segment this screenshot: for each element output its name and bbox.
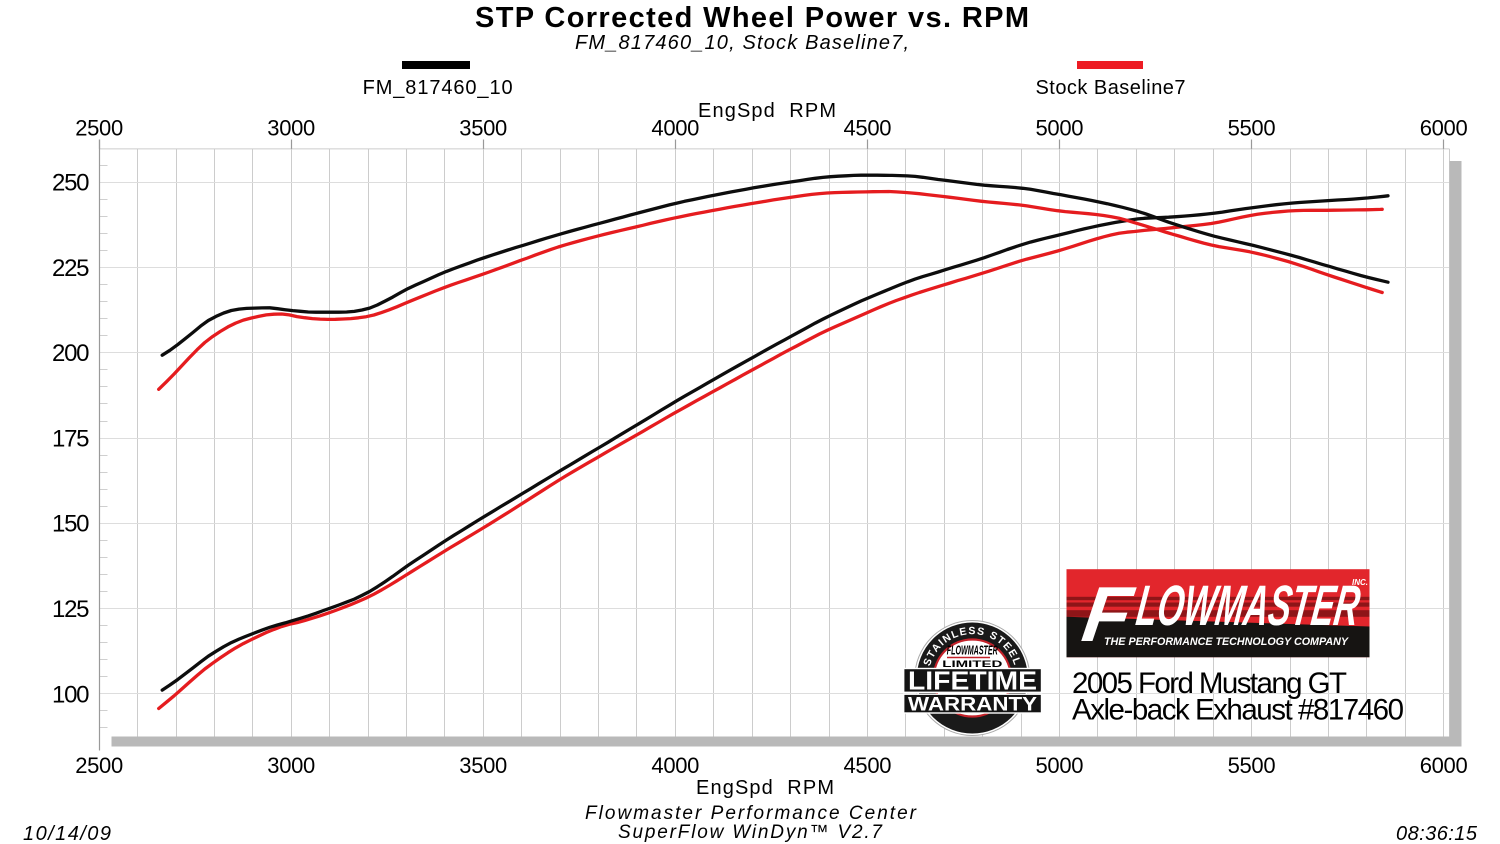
svg-text:FM_817460_10, Stock Baseline7,: FM_817460_10, Stock Baseline7, bbox=[575, 32, 909, 54]
svg-text:5500: 5500 bbox=[1228, 753, 1276, 778]
svg-text:INC.: INC. bbox=[1352, 578, 1368, 587]
svg-text:FLOWMASTER: FLOWMASTER bbox=[947, 644, 998, 658]
svg-text:4000: 4000 bbox=[651, 116, 699, 141]
svg-text:Axle-back Exhaust #817460: Axle-back Exhaust #817460 bbox=[1072, 693, 1404, 726]
svg-text:5000: 5000 bbox=[1036, 116, 1084, 141]
svg-text:3000: 3000 bbox=[267, 116, 315, 141]
svg-text:Flowmaster Performance Center: Flowmaster Performance Center bbox=[585, 803, 917, 824]
svg-text:STP Corrected Wheel Power vs.: STP Corrected Wheel Power vs. RPM bbox=[475, 2, 1029, 34]
svg-text:100: 100 bbox=[52, 681, 90, 708]
svg-text:EngSpd RPM: EngSpd RPM bbox=[698, 100, 836, 122]
svg-text:4000: 4000 bbox=[651, 753, 699, 778]
svg-text:3500: 3500 bbox=[459, 753, 507, 778]
svg-text:250: 250 bbox=[52, 170, 90, 197]
svg-text:LOWMASTER: LOWMASTER bbox=[1133, 574, 1364, 638]
svg-text:LIFETIME: LIFETIME bbox=[908, 666, 1037, 696]
svg-text:2500: 2500 bbox=[75, 753, 123, 778]
svg-text:3500: 3500 bbox=[459, 116, 507, 141]
svg-text:225: 225 bbox=[52, 255, 90, 282]
svg-text:FM_817460_10: FM_817460_10 bbox=[363, 77, 513, 99]
svg-text:200: 200 bbox=[52, 340, 90, 367]
svg-text:125: 125 bbox=[52, 596, 90, 623]
svg-text:THE PERFORMANCE TECHNOLOGY COM: THE PERFORMANCE TECHNOLOGY COMPANY bbox=[1104, 636, 1349, 648]
svg-text:6000: 6000 bbox=[1420, 116, 1468, 141]
svg-text:EngSpd RPM: EngSpd RPM bbox=[696, 777, 834, 799]
svg-text:4500: 4500 bbox=[844, 116, 892, 141]
svg-text:175: 175 bbox=[52, 426, 90, 453]
svg-text:Stock Baseline7: Stock Baseline7 bbox=[1036, 77, 1186, 99]
svg-text:3000: 3000 bbox=[267, 753, 315, 778]
svg-text:2005 Ford Mustang GT: 2005 Ford Mustang GT bbox=[1072, 667, 1347, 700]
svg-text:LIMITED: LIMITED bbox=[942, 659, 1002, 670]
svg-text:5000: 5000 bbox=[1036, 753, 1084, 778]
svg-text:08:36:15: 08:36:15 bbox=[1396, 823, 1478, 844]
svg-text:10/14/09: 10/14/09 bbox=[23, 823, 111, 844]
svg-text:6000: 6000 bbox=[1420, 753, 1468, 778]
svg-text:150: 150 bbox=[52, 511, 90, 538]
svg-text:2500: 2500 bbox=[75, 116, 123, 141]
svg-text:WARRANTY: WARRANTY bbox=[908, 694, 1037, 715]
svg-text:5500: 5500 bbox=[1228, 116, 1276, 141]
svg-text:4500: 4500 bbox=[844, 753, 892, 778]
